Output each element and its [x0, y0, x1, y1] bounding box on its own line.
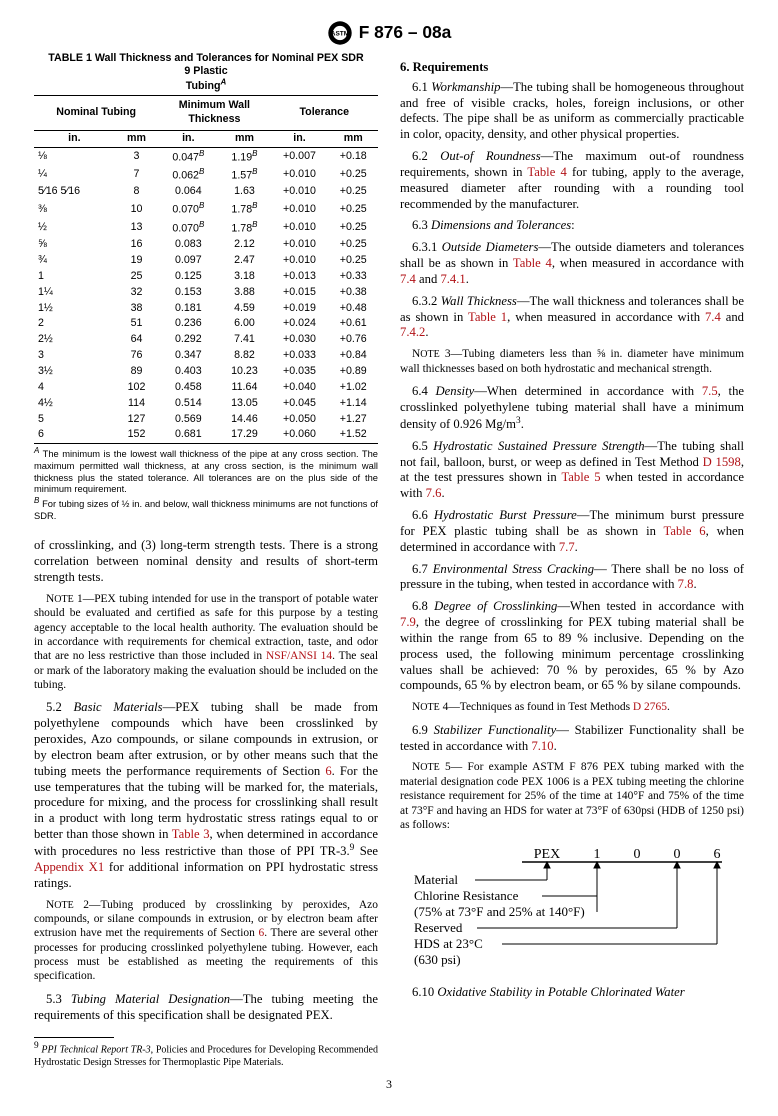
svg-text:(630 psi): (630 psi) — [414, 952, 461, 967]
page-header: ASTM F 876 – 08a — [34, 20, 744, 46]
table-row: 5⁄16 5⁄1680.0641.63+0.010+0.25 — [34, 184, 378, 200]
ref-7-8[interactable]: 7.8 — [678, 577, 694, 591]
svg-text:ASTM: ASTM — [331, 31, 349, 38]
para-6-8: 6.8 Degree of Crosslinking—When tested i… — [400, 599, 744, 694]
table-row: ⅛30.047B1.19B+0.007+0.18 — [34, 147, 378, 166]
svg-text:1: 1 — [594, 847, 601, 862]
table-row: 51270.56914.46+0.050+1.27 — [34, 412, 378, 428]
note-4: NOTE 4—Techniques as found in Test Metho… — [400, 700, 744, 715]
svg-text:Reserved: Reserved — [414, 920, 463, 935]
ref-7-4-1[interactable]: 7.4.1 — [440, 272, 465, 286]
svg-text:Material: Material — [414, 872, 458, 887]
table-row: 4½1140.51413.05+0.045+1.14 — [34, 396, 378, 412]
note-2: NOTE 2—Tubing produced by crosslinking b… — [34, 898, 378, 984]
ref-nsf-ansi-14[interactable]: NSF/ANSI 14 — [266, 650, 332, 662]
table1-notes: A The minimum is the lowest wall thickne… — [34, 446, 378, 522]
th-mwt: Minimum Wall Thickness — [158, 95, 270, 130]
table-row: 1250.1253.18+0.013+0.33 — [34, 269, 378, 285]
section-6-heading: 6. Requirements — [400, 60, 744, 76]
para-6-4: 6.4 Density—When determined in accordanc… — [400, 384, 744, 433]
footnote-rule — [34, 1037, 114, 1038]
table-row: 61520.68117.29+0.060+1.52 — [34, 427, 378, 443]
svg-text:HDS at 23°C: HDS at 23°C — [414, 936, 483, 951]
table1-title: TABLE 1 Wall Thickness and Tolerances fo… — [34, 52, 378, 93]
table-row: ½130.070B1.78B+0.010+0.25 — [34, 219, 378, 237]
ref-7-9[interactable]: 7.9 — [400, 615, 416, 629]
para-6-6: 6.6 Hydrostatic Burst Pressure—The minim… — [400, 508, 744, 555]
ref-7-7[interactable]: 7.7 — [559, 540, 575, 554]
para-6-3: 6.3 Dimensions and Tolerances: — [400, 218, 744, 234]
th-nominal: Nominal Tubing — [34, 95, 158, 130]
table-row: ¼70.062B1.57B+0.010+0.25 — [34, 166, 378, 184]
table-row: ⅜100.070B1.78B+0.010+0.25 — [34, 200, 378, 218]
table-row: 1½380.1814.59+0.019+0.48 — [34, 301, 378, 317]
pex-designation-diagram: PEX 1 0 0 6 — [400, 842, 744, 981]
para-6-9: 6.9 Stabilizer Functionality— Stabilizer… — [400, 723, 744, 755]
right-column: 6. Requirements 6.1 Workmanship—The tubi… — [400, 52, 744, 1069]
para-6-5: 6.5 Hydrostatic Sustained Pressure Stren… — [400, 439, 744, 502]
ref-7-4b[interactable]: 7.4 — [705, 310, 721, 324]
designation: F 876 – 08a — [359, 22, 452, 44]
para-5-3: 5.3 Tubing Material Designation—The tubi… — [34, 992, 378, 1024]
ref-table-5[interactable]: Table 5 — [561, 470, 600, 484]
para-6-2: 6.2 Out-of Roundness—The maximum out-of … — [400, 149, 744, 212]
ref-table-4a[interactable]: Table 4 — [527, 165, 566, 179]
svg-text:Chlorine Resistance: Chlorine Resistance — [414, 888, 519, 903]
ref-7-4-2[interactable]: 7.4.2 — [400, 325, 425, 339]
svg-text:(75% at 73°F and 25% at 140°F: (75% at 73°F and 25% at 140°F) — [414, 904, 585, 919]
table-row: 41020.45811.64+0.040+1.02 — [34, 380, 378, 396]
note-3: NOTE 3—Tubing diameters less than ⅝ in. … — [400, 347, 744, 376]
ref-7-4a[interactable]: 7.4 — [400, 272, 416, 286]
table-row: ⅝160.0832.12+0.010+0.25 — [34, 237, 378, 253]
para-6-10: 6.10 Oxidative Stability in Potable Chlo… — [400, 985, 744, 1001]
svg-text:0: 0 — [674, 847, 681, 862]
svg-text:6: 6 — [714, 847, 721, 862]
left-column: TABLE 1 Wall Thickness and Tolerances fo… — [34, 52, 378, 1069]
ref-7-5[interactable]: 7.5 — [702, 384, 718, 398]
ref-table-3[interactable]: Table 3 — [172, 827, 210, 841]
note-5: NOTE 5— For example ASTM F 876 PEX tubin… — [400, 760, 744, 832]
table-row: 2½640.2927.41+0.030+0.76 — [34, 332, 378, 348]
table-row: ¾190.0972.47+0.010+0.25 — [34, 253, 378, 269]
ref-appendix-x1[interactable]: Appendix X1 — [34, 860, 104, 874]
para-continued: of crosslinking, and (3) long-term stren… — [34, 538, 378, 585]
ref-d2765[interactable]: D 2765 — [633, 701, 667, 713]
table1: Nominal Tubing Minimum Wall Thickness To… — [34, 95, 378, 444]
table-row: 3760.3478.82+0.033+0.84 — [34, 348, 378, 364]
para-6-7: 6.7 Environmental Stress Cracking— There… — [400, 562, 744, 594]
svg-text:0: 0 — [634, 847, 641, 862]
page-number: 3 — [34, 1077, 744, 1092]
para-6-3-2: 6.3.2 Wall Thickness—The wall thickness … — [400, 294, 744, 341]
table-row: 2510.2366.00+0.024+0.61 — [34, 316, 378, 332]
para-6-1: 6.1 Workmanship—The tubing shall be homo… — [400, 80, 744, 143]
ref-7-10[interactable]: 7.10 — [531, 739, 553, 753]
table-row: 3½890.40310.23+0.035+0.89 — [34, 364, 378, 380]
ref-table-6[interactable]: Table 6 — [664, 524, 706, 538]
ref-d1598[interactable]: D 1598 — [703, 455, 741, 469]
astm-logo-icon: ASTM — [327, 20, 353, 46]
para-6-3-1: 6.3.1 Outside Diameters—The outside diam… — [400, 240, 744, 287]
para-5-2: 5.2 Basic Materials—PEX tubing shall be … — [34, 700, 378, 891]
svg-text:PEX: PEX — [534, 847, 560, 862]
note-1: NOTE Note 11—PEX tubing intended for use… — [34, 592, 378, 692]
ref-table-4b[interactable]: Table 4 — [513, 256, 552, 270]
table-row: 1¼320.1533.88+0.015+0.38 — [34, 285, 378, 301]
footnote-9: 9 PPI Technical Report TR-3, Policies an… — [34, 1041, 378, 1068]
ref-7-6[interactable]: 7.6 — [426, 486, 442, 500]
th-tol: Tolerance — [271, 95, 378, 130]
ref-table-1[interactable]: Table 1 — [468, 310, 507, 324]
